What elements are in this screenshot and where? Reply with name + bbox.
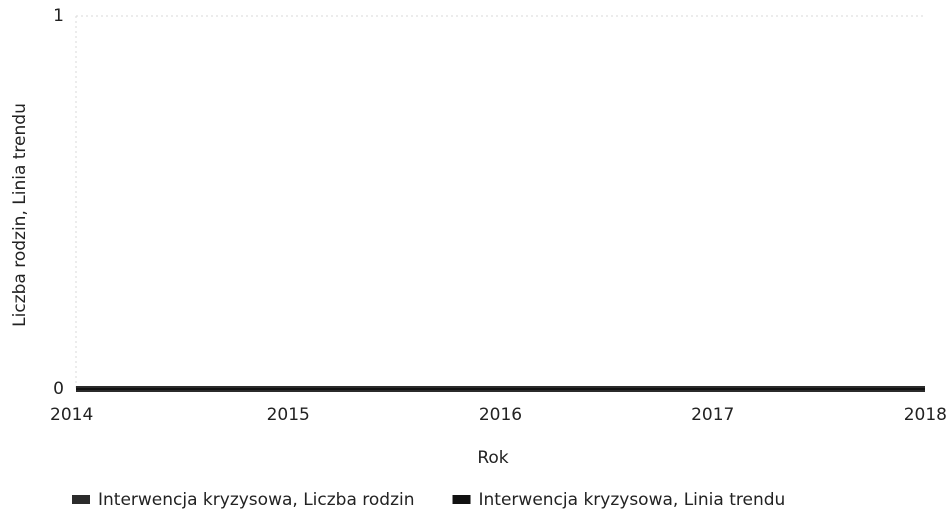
legend-swatch xyxy=(72,495,90,504)
x-tick-label: 2016 xyxy=(479,405,522,425)
legend-swatch xyxy=(452,495,471,504)
x-axis-label: Rok xyxy=(477,448,508,468)
x-tick-label: 2018 xyxy=(904,405,947,425)
legend-label: Interwencja kryzysowa, Liczba rodzin xyxy=(98,490,415,510)
y-tick-label: 0 xyxy=(53,379,64,399)
x-tick-label: 2014 xyxy=(50,405,93,425)
y-tick-label: 1 xyxy=(53,6,64,26)
y-axis-label: Liczba rodzin, Linia trendu xyxy=(10,103,30,327)
x-tick-label: 2015 xyxy=(267,405,310,425)
legend-label: Interwencja kryzysowa, Linia trendu xyxy=(479,490,786,510)
x-tick-label: 2017 xyxy=(691,405,734,425)
